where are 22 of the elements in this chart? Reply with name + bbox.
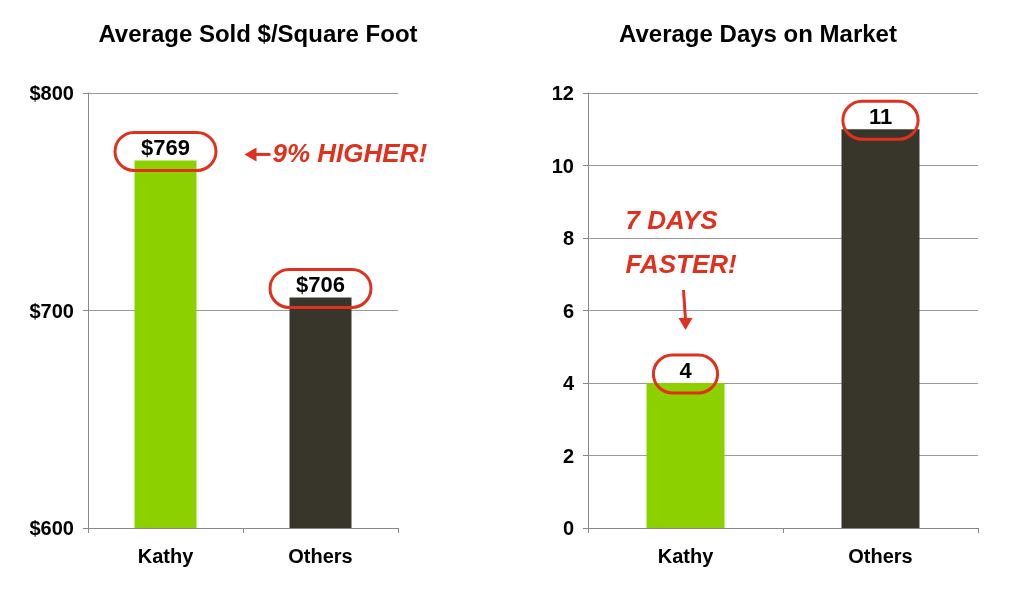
y-tick-label: $700 [29,299,74,322]
y-tick-label: 8 [562,227,574,249]
x-tick-label: Others [288,545,353,567]
y-tick-label: 4 [562,372,575,394]
data-label: $769 [141,134,190,160]
y-tick-label: $600 [29,517,74,539]
x-tick-label: Kathy [657,545,715,567]
chart-title: Average Days on Market [619,19,897,47]
annotation: 7 DAYS FASTER! [625,205,738,279]
y-tick-label: 10 [551,154,574,177]
y-tick-label: 6 [562,299,574,322]
y-tick-label: 0 [562,517,574,539]
x-tick-label: Others [848,545,913,567]
data-label: $706 [296,271,345,297]
data-label: 4 [679,357,693,383]
chart-title: Average Sold $/Square Foot [98,19,418,47]
annotation: 9% HIGHER! [272,138,428,169]
data-label: 11 [868,103,893,129]
y-tick-label: 2 [562,444,574,467]
x-tick-label: Kathy [137,545,195,567]
y-tick-label: 12 [551,82,574,104]
y-tick-label: $800 [29,82,74,104]
